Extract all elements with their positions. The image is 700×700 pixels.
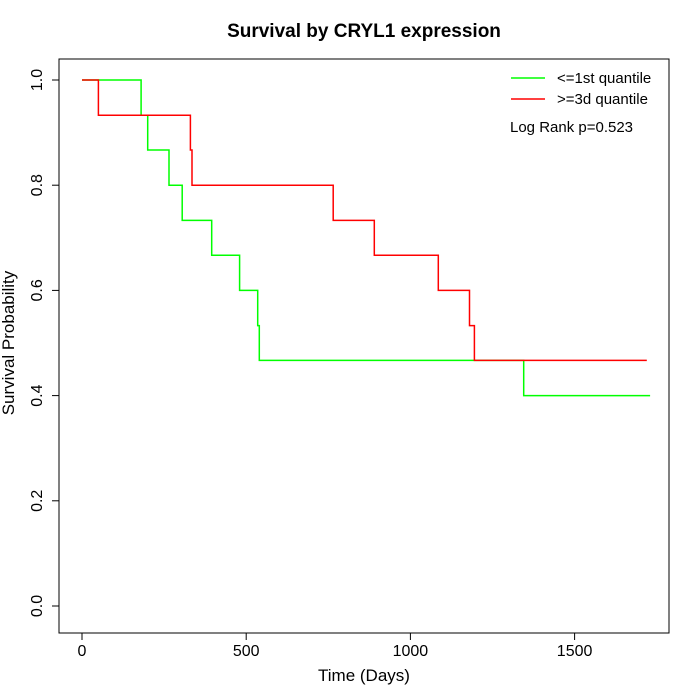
y-tick-label: 1.0 — [29, 69, 46, 91]
log-rank-annotation: Log Rank p=0.523 — [510, 119, 633, 136]
x-axis-label: Time (Days) — [318, 666, 410, 685]
y-tick-label: 0.6 — [29, 279, 46, 301]
y-axis-label: Survival Probability — [0, 270, 18, 415]
x-axis: 0 500 1000 1500 — [78, 632, 593, 660]
survival-curve-1 — [82, 79, 651, 397]
legend-label-1: <=1st quantile — [557, 70, 651, 87]
series-layer — [82, 79, 651, 397]
plot-frame — [58, 58, 670, 634]
x-tick-label: 1000 — [393, 643, 429, 660]
y-axis: 0.0 0.2 0.4 0.6 0.8 1.0 — [29, 69, 60, 617]
legend-label-2: >=3d quantile — [557, 91, 648, 108]
x-tick-label: 1500 — [557, 643, 593, 660]
y-tick-label: 0.4 — [29, 384, 46, 406]
x-tick-label: 0 — [78, 643, 87, 660]
x-tick-label: 500 — [233, 643, 260, 660]
survival-curve-2 — [82, 79, 647, 362]
y-tick-label: 0.2 — [29, 490, 46, 512]
legend: <=1st quantile >=3d quantile — [511, 70, 651, 108]
y-tick-label: 0.8 — [29, 174, 46, 196]
y-tick-label: 0.0 — [29, 595, 46, 617]
chart-title: Survival by CRYL1 expression — [227, 21, 501, 42]
